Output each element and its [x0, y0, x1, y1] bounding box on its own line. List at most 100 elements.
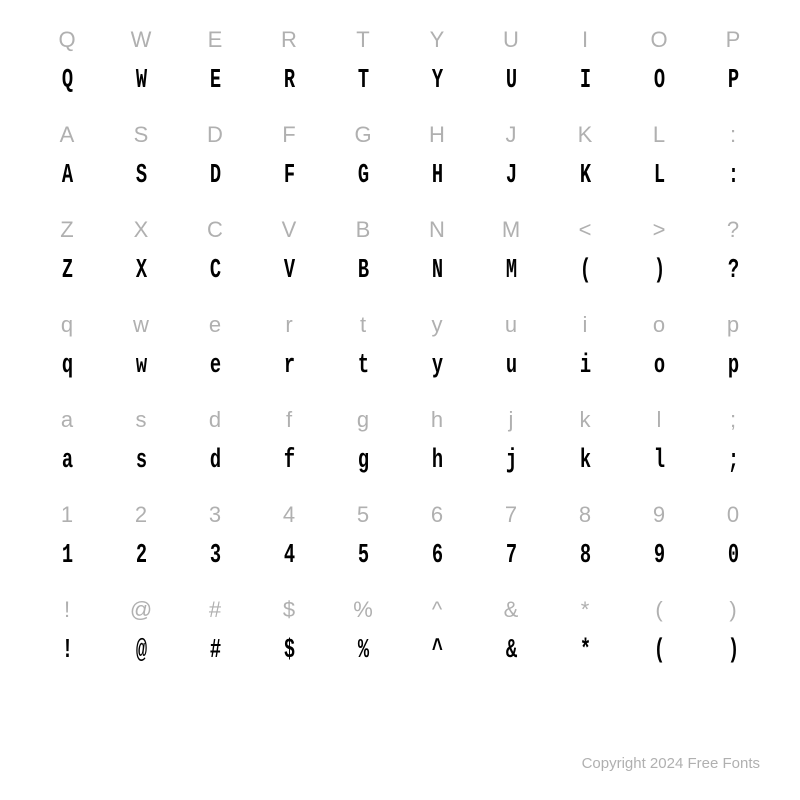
char-cell: 66	[400, 495, 474, 590]
sample-char: f	[284, 436, 294, 484]
char-cell: **	[548, 590, 622, 685]
sample-char: S	[136, 151, 146, 199]
reference-char: w	[133, 305, 149, 345]
sample-char: C	[210, 246, 220, 294]
sample-char: a	[62, 436, 72, 484]
sample-char: W	[136, 56, 146, 104]
sample-char: %	[358, 626, 368, 674]
reference-char: :	[730, 115, 736, 155]
sample-char: l	[654, 436, 664, 484]
reference-char: u	[505, 305, 517, 345]
char-cell: dd	[178, 400, 252, 495]
reference-char: y	[432, 305, 443, 345]
sample-char: o	[654, 341, 664, 389]
sample-char: Y	[432, 56, 442, 104]
reference-char: 6	[431, 495, 443, 535]
char-cell: rr	[252, 305, 326, 400]
char-cell: CC	[178, 210, 252, 305]
sample-char: j	[506, 436, 516, 484]
char-cell: hh	[400, 400, 474, 495]
sample-char: w	[136, 341, 146, 389]
reference-char: ;	[730, 400, 736, 440]
char-cell: !!	[30, 590, 104, 685]
char-cell: ##	[178, 590, 252, 685]
char-cell: gg	[326, 400, 400, 495]
sample-char: :	[728, 151, 738, 199]
char-cell: RR	[252, 20, 326, 115]
char-cell: 11	[30, 495, 104, 590]
char-cell: ((	[622, 590, 696, 685]
sample-char: R	[284, 56, 294, 104]
reference-char: 4	[283, 495, 295, 535]
reference-char: Z	[60, 210, 73, 250]
reference-char: &	[504, 590, 519, 630]
reference-char: r	[285, 305, 292, 345]
sample-char: G	[358, 151, 368, 199]
reference-char: h	[431, 400, 443, 440]
reference-char: q	[61, 305, 73, 345]
sample-char: !	[62, 626, 72, 674]
reference-char: $	[283, 590, 295, 630]
char-cell: 00	[696, 495, 770, 590]
sample-char: 5	[358, 531, 368, 579]
sample-char: ;	[728, 436, 738, 484]
reference-char: p	[727, 305, 739, 345]
reference-char: N	[429, 210, 445, 250]
reference-char: G	[354, 115, 371, 155]
reference-char: S	[134, 115, 149, 155]
reference-char: J	[506, 115, 517, 155]
sample-char: E	[210, 56, 220, 104]
sample-char: 4	[284, 531, 294, 579]
sample-char: I	[580, 56, 590, 104]
char-cell: ff	[252, 400, 326, 495]
reference-char: j	[509, 400, 514, 440]
char-cell: uu	[474, 305, 548, 400]
char-cell: tt	[326, 305, 400, 400]
reference-char: P	[726, 20, 741, 60]
sample-char: g	[358, 436, 368, 484]
char-cell: MM	[474, 210, 548, 305]
sample-char: T	[358, 56, 368, 104]
char-cell: %%	[326, 590, 400, 685]
char-cell: oo	[622, 305, 696, 400]
char-cell: II	[548, 20, 622, 115]
sample-char: K	[580, 151, 590, 199]
sample-char: )	[728, 626, 738, 674]
character-map-grid: QQWWEERRTTYYUUIIOOPPAASSDDFFGGHHJJKKLL::…	[30, 20, 770, 685]
char-cell: OO	[622, 20, 696, 115]
char-cell: aa	[30, 400, 104, 495]
char-cell: BB	[326, 210, 400, 305]
sample-char: (	[654, 626, 664, 674]
reference-char: 8	[579, 495, 591, 535]
sample-char: 2	[136, 531, 146, 579]
reference-char: i	[583, 305, 588, 345]
reference-char: X	[134, 210, 149, 250]
char-cell: 44	[252, 495, 326, 590]
sample-char: s	[136, 436, 146, 484]
char-cell: YY	[400, 20, 474, 115]
reference-char: @	[130, 590, 152, 630]
sample-char: d	[210, 436, 220, 484]
char-cell: XX	[104, 210, 178, 305]
sample-char: F	[284, 151, 294, 199]
sample-char: 7	[506, 531, 516, 579]
reference-char: Y	[430, 20, 445, 60]
sample-char: 0	[728, 531, 738, 579]
sample-char: $	[284, 626, 294, 674]
reference-char: E	[208, 20, 223, 60]
sample-char: N	[432, 246, 442, 294]
sample-char: V	[284, 246, 294, 294]
char-cell: TT	[326, 20, 400, 115]
reference-char: F	[282, 115, 295, 155]
reference-char: 2	[135, 495, 147, 535]
char-cell: yy	[400, 305, 474, 400]
char-cell: 77	[474, 495, 548, 590]
sample-char: ?	[728, 246, 738, 294]
reference-char: K	[578, 115, 593, 155]
char-cell: UU	[474, 20, 548, 115]
char-cell: DD	[178, 115, 252, 210]
reference-char: T	[356, 20, 369, 60]
sample-char: (	[580, 246, 590, 294]
char-cell: 33	[178, 495, 252, 590]
char-cell: ??	[696, 210, 770, 305]
